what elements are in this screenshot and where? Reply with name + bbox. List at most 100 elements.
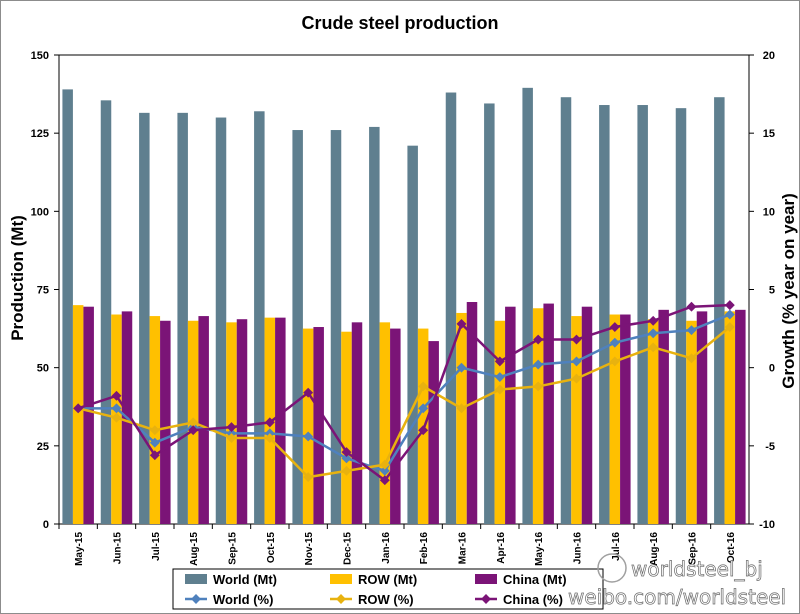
bar-row-mt (532, 308, 544, 524)
legend-marker (481, 594, 491, 604)
bar-world-mt (675, 108, 687, 525)
x-tick-label: Sep-16 (688, 532, 699, 565)
marker-world (533, 359, 544, 370)
bar-china-mt (428, 341, 439, 524)
marker-china (609, 322, 620, 332)
line-china (77, 303, 730, 482)
marker-row (341, 465, 352, 476)
marker-row (571, 373, 582, 384)
watermark-brand: worldsteel_bj (631, 557, 763, 581)
x-tick-label: Oct-16 (726, 532, 737, 564)
y2-axis-title: Growth (% year on year) (779, 193, 798, 389)
marker-row (303, 472, 314, 483)
bar-world-mt (330, 130, 342, 525)
y2-tick-label: 15 (763, 128, 775, 140)
line-world (78, 313, 731, 473)
x-tick-label: Feb-16 (419, 532, 430, 565)
bar-world-mt (484, 103, 495, 525)
marker-world (303, 431, 314, 442)
bar-world-mt (445, 92, 457, 525)
chart-title: Crude steel production (301, 13, 498, 33)
legend-swatch (185, 574, 207, 584)
watermark: worldsteel_bj weibo.com/worldsteel (568, 553, 786, 609)
y-tick-label: 100 (31, 206, 49, 218)
bar-row-mt (686, 320, 697, 524)
legend-label: World (Mt) (213, 572, 277, 587)
legend: World (Mt) ROW (Mt) China (Mt) World (%) ROW… (172, 568, 604, 610)
y-tick-label: 125 (31, 128, 49, 140)
weibo-logo-icon (597, 553, 627, 583)
marker-china (226, 422, 237, 433)
marker-row (379, 459, 390, 470)
marker-china (303, 387, 314, 398)
legend-label: China (Mt) (503, 572, 567, 587)
y-tick-label: 50 (37, 363, 49, 375)
y-tick-label: 75 (37, 285, 49, 297)
marker-row (264, 433, 275, 443)
marker-china (724, 300, 735, 311)
bar-china-mt (620, 314, 631, 524)
marker-row (533, 381, 544, 392)
legend-swatch (330, 574, 352, 584)
legend-marker (336, 594, 346, 604)
y2-tick-label: 10 (763, 206, 775, 218)
y-axis-title: Production (Mt) (8, 215, 27, 341)
marker-row (188, 417, 199, 428)
x-tick-label: Oct-15 (266, 532, 277, 564)
marker-row (456, 403, 467, 414)
marker-world (724, 309, 735, 320)
y-tick-label: 25 (37, 441, 49, 453)
legend-label: World (%) (213, 592, 273, 607)
marker-china (571, 334, 582, 345)
marker-world (609, 337, 620, 348)
y2-tick-label: 20 (763, 50, 775, 62)
bar-world-mt (177, 112, 188, 525)
marker-row (648, 342, 659, 353)
bar-row-mt (494, 320, 506, 524)
x-tick-label: Jun-16 (573, 532, 584, 565)
x-tick-label: Aug-16 (649, 532, 660, 566)
marker-world (648, 328, 659, 339)
bar-world-mt (714, 97, 725, 525)
marker-world (341, 453, 352, 464)
marker-china (341, 447, 352, 458)
bar-row-mt (72, 305, 84, 524)
marker-china (264, 417, 275, 428)
legend-label: ROW (Mt) (358, 572, 417, 587)
bar-world-mt (637, 105, 648, 524)
bar-world-mt (407, 145, 418, 524)
bar-china-mt (543, 303, 554, 524)
bar-row-mt (341, 331, 352, 524)
marker-china (494, 356, 505, 367)
marker-world (418, 403, 429, 414)
y2-tick-label: -5 (765, 441, 775, 453)
bar-world-mt (369, 126, 380, 524)
marker-world (571, 356, 582, 367)
marker-china (149, 450, 160, 461)
bar-china-mt (275, 317, 286, 524)
legend-box (172, 568, 604, 610)
marker-china (456, 318, 467, 329)
y2-tick-label: -10 (759, 519, 775, 531)
plot-border (58, 54, 750, 525)
bar-china-mt (160, 320, 171, 524)
marker-china (418, 425, 429, 436)
legend-label: ROW (%) (358, 592, 414, 607)
bar-china-mt (466, 302, 478, 524)
marker-row (494, 384, 505, 395)
bar-china-mt (198, 316, 209, 524)
bar-china-mt (696, 311, 708, 524)
bar-world-mt (522, 87, 533, 524)
marker-world (686, 325, 697, 336)
bar-china-mt (581, 306, 593, 524)
x-tick-label: Jun-15 (113, 532, 124, 565)
x-tick-label: May-16 (534, 532, 545, 566)
bar-china-mt (83, 306, 94, 524)
marker-row (724, 322, 735, 332)
marker-china (379, 475, 390, 486)
marker-world (149, 437, 160, 448)
bar-world-mt (599, 105, 610, 524)
x-tick-label: Jan-16 (381, 532, 392, 564)
marker-row (418, 381, 429, 392)
